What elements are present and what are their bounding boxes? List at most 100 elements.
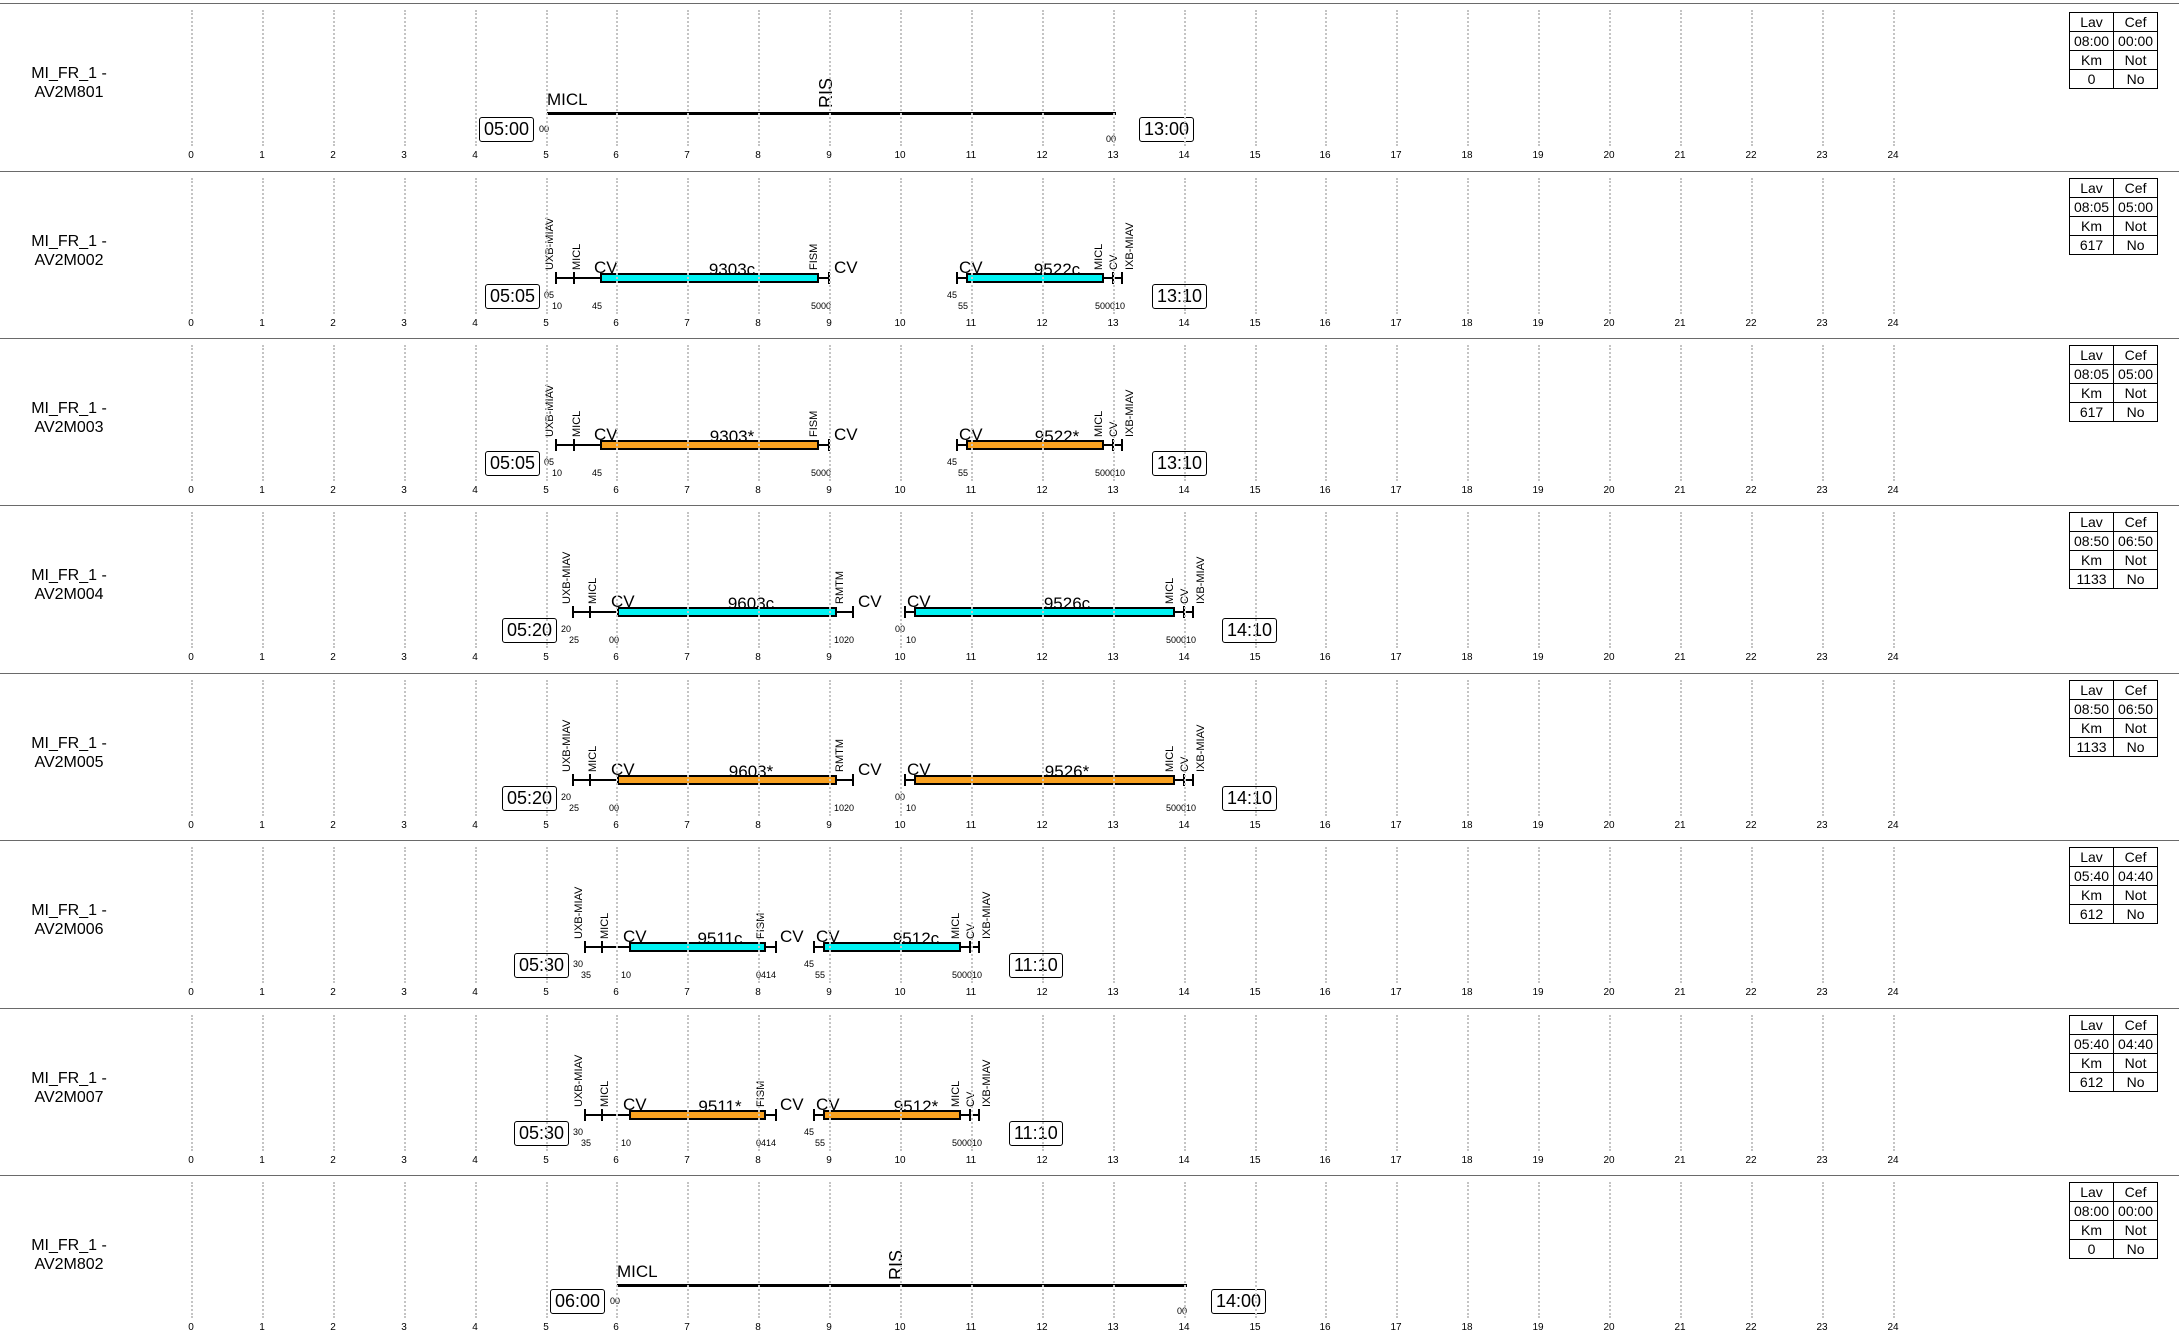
start-time-box[interactable]: 05:05 [485, 451, 541, 476]
train-bar[interactable] [823, 942, 961, 952]
start-time-box[interactable]: 05:00 [479, 117, 535, 142]
train-bar[interactable] [966, 273, 1104, 283]
duty-info-table: Lav Cef 08:05 05:00 Km Not 617 No [2068, 178, 2159, 255]
hour-gridline [1325, 1015, 1327, 1151]
hour-gridline [404, 345, 406, 481]
hour-tick-label: 1 [259, 150, 265, 161]
hour-gridline [1255, 10, 1257, 146]
hour-gridline [687, 178, 689, 314]
end-time-box[interactable]: 14:10 [1222, 786, 1278, 811]
end-time-box[interactable]: 14:10 [1222, 618, 1278, 643]
row-name: MI_FR_1 - AV2M003 [31, 400, 107, 436]
hour-tick-label: 23 [1816, 987, 1828, 998]
hour-gridline [1184, 680, 1186, 816]
hour-tick-label: 16 [1319, 485, 1331, 496]
hour-gridline [616, 847, 618, 983]
hour-gridline [1255, 345, 1257, 481]
hour-tick-label: 12 [1036, 485, 1048, 496]
train-bar[interactable] [823, 1110, 961, 1120]
hour-gridline [1255, 512, 1257, 648]
train-label: 9603* [728, 762, 774, 781]
hour-tick-label: 7 [684, 318, 690, 329]
hour-tick-label: 16 [1319, 318, 1331, 329]
hour-tick-label: 21 [1674, 652, 1686, 663]
start-time-box[interactable]: 06:00 [550, 1289, 606, 1314]
train-label: 9511* [698, 1097, 742, 1116]
start-time-box[interactable]: 05:30 [514, 1121, 570, 1146]
station-label: CV [611, 592, 635, 611]
hour-tick-label: 14 [1178, 150, 1190, 161]
hour-tick-label: 17 [1390, 820, 1402, 831]
hour-tick-label: 9 [826, 318, 832, 329]
hour-gridline [1184, 1015, 1186, 1151]
station-label: MICL [1164, 745, 1176, 772]
hour-tick-label: 23 [1816, 318, 1828, 329]
end-time-box[interactable]: 14:00 [1211, 1289, 1267, 1314]
hour-tick-label: 9 [826, 820, 832, 831]
hour-gridline [1467, 680, 1469, 816]
hour-gridline [1680, 1015, 1682, 1151]
hour-tick-label: 6 [613, 652, 619, 663]
train-bar[interactable] [914, 775, 1175, 785]
train-bar[interactable] [617, 775, 837, 785]
hour-tick-label: 11 [965, 485, 977, 496]
row-name: MI_FR_1 - AV2M007 [31, 1070, 107, 1106]
hour-tick-label: 20 [1603, 318, 1615, 329]
hour-gridline [1538, 345, 1540, 481]
hour-tick-label: 21 [1674, 1322, 1686, 1333]
train-bar[interactable] [629, 942, 766, 952]
train-bar[interactable] [629, 1110, 766, 1120]
hour-tick-label: 20 [1603, 485, 1615, 496]
hour-tick-label: 13 [1107, 820, 1119, 831]
station-label: IXB-MIAV [1124, 389, 1136, 437]
hour-gridline [1467, 847, 1469, 983]
train-bar[interactable] [600, 273, 819, 283]
start-time-box[interactable]: 05:20 [502, 618, 558, 643]
hour-tick-label: 15 [1249, 150, 1261, 161]
hour-gridline [1538, 680, 1540, 816]
hour-tick-label: 10 [894, 652, 906, 663]
hour-gridline [1751, 512, 1753, 648]
station-label: MICL [1093, 410, 1105, 437]
start-time-box[interactable]: 05:30 [514, 953, 570, 978]
hour-tick-label: 11 [965, 652, 977, 663]
hour-tick-label: 0 [188, 1322, 194, 1333]
hour-gridline [900, 10, 902, 146]
hour-gridline [1113, 345, 1115, 481]
end-time-box[interactable]: 13:10 [1152, 451, 1208, 476]
hour-gridline [1893, 178, 1895, 314]
train-bar[interactable] [617, 607, 837, 617]
hour-tick-label: 18 [1461, 652, 1473, 663]
hour-gridline [475, 345, 477, 481]
hour-gridline [829, 1182, 831, 1318]
duty-info-table: Lav Cef 05:40 04:40 Km Not 612 No [2068, 847, 2159, 924]
schedule-row: MI_FR_1 - AV2M007 UXB-MIAV MICL CV 9511*… [0, 1005, 2179, 1172]
end-time-box[interactable]: 11:10 [1009, 1121, 1063, 1146]
duty-line[interactable] [617, 1284, 1187, 1287]
hour-tick-label: 19 [1532, 652, 1544, 663]
end-time-box[interactable]: 11:10 [1009, 953, 1063, 978]
start-time-box[interactable]: 05:05 [485, 284, 541, 309]
end-time-box[interactable]: 13:10 [1152, 284, 1208, 309]
hour-gridline [404, 10, 406, 146]
duty-line[interactable] [547, 112, 1116, 115]
hour-gridline [1255, 1015, 1257, 1151]
train-bar[interactable] [600, 440, 819, 450]
hour-tick-label: 12 [1036, 150, 1048, 161]
train-bar[interactable] [914, 607, 1175, 617]
hour-tick-label: 15 [1249, 485, 1261, 496]
minute-label: 00 [539, 124, 550, 134]
start-time-box[interactable]: 05:20 [502, 786, 558, 811]
hour-tick-label: 6 [613, 1155, 619, 1166]
hour-tick-label: 17 [1390, 318, 1402, 329]
hour-gridline [475, 847, 477, 983]
hour-tick-label: 2 [330, 987, 336, 998]
hour-gridline [971, 1182, 973, 1318]
hour-gridline [1822, 847, 1824, 983]
hour-tick-label: 5 [543, 318, 549, 329]
hour-tick-label: 4 [472, 652, 478, 663]
hour-gridline [1325, 680, 1327, 816]
hour-gridline [191, 10, 193, 146]
hour-tick-label: 5 [543, 1322, 549, 1333]
train-bar[interactable] [966, 440, 1104, 450]
